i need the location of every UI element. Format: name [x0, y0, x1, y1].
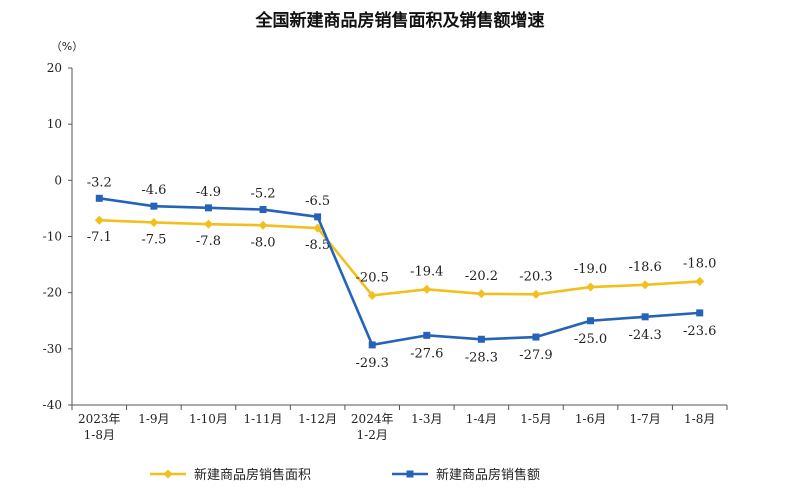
data-label: -29.3: [356, 356, 389, 371]
data-point: [149, 217, 159, 227]
data-point: [477, 335, 485, 343]
data-label: -7.5: [141, 232, 166, 247]
data-point: [203, 219, 213, 229]
data-point: [95, 194, 103, 202]
data-point: [204, 204, 212, 212]
data-point: [640, 280, 650, 290]
data-point: [423, 331, 431, 339]
x-tick-label: 1-10月: [189, 412, 228, 426]
data-point: [313, 223, 323, 233]
x-tick-label: 2023年: [78, 412, 121, 426]
data-label: -19.0: [574, 262, 607, 277]
data-label: -27.6: [410, 346, 443, 361]
data-label: -5.2: [251, 187, 276, 202]
y-tick-label: -20: [43, 286, 62, 300]
data-point: [695, 276, 705, 286]
data-label: -18.6: [628, 260, 661, 275]
x-tick-label: 1-2月: [357, 428, 388, 442]
data-label: -20.5: [356, 270, 389, 285]
x-tick-label: 1-11月: [244, 412, 283, 426]
data-point: [641, 313, 649, 321]
chart-title: 全国新建商品房销售面积及销售额增速: [255, 11, 545, 31]
data-point: [532, 333, 540, 341]
data-label: -8.5: [305, 238, 330, 253]
data-label: -19.4: [410, 264, 443, 279]
data-point: [94, 215, 104, 225]
data-point: [314, 213, 322, 221]
data-label: -20.2: [465, 269, 498, 284]
x-tick-label: 1-3月: [411, 412, 442, 426]
y-tick-label: 0: [54, 173, 62, 187]
x-tick-label: 1-4月: [466, 412, 497, 426]
series-line: [99, 218, 700, 297]
y-tick-label: 20: [47, 61, 62, 75]
data-label: -8.0: [251, 235, 276, 250]
legend-label: 新建商品房销售额: [436, 467, 540, 483]
y-tick-label: -10: [43, 230, 62, 244]
data-label: -4.9: [196, 185, 221, 200]
data-label: -28.3: [465, 350, 498, 365]
x-tick-label: 1-6月: [575, 412, 606, 426]
data-point: [587, 317, 595, 325]
data-label: -3.2: [87, 175, 112, 190]
data-label: -27.9: [519, 348, 552, 363]
data-point: [531, 289, 541, 299]
data-label: -6.5: [305, 194, 330, 209]
data-label: -4.6: [141, 183, 166, 198]
y-tick-label: -40: [43, 398, 62, 412]
data-point: [259, 206, 267, 214]
data-label: -7.1: [87, 230, 112, 245]
x-tick-label: 1-7月: [629, 412, 660, 426]
data-label: -24.3: [628, 328, 661, 343]
y-tick-label: -30: [43, 342, 62, 356]
data-point: [258, 220, 268, 230]
data-label: -23.6: [683, 324, 716, 339]
x-tick-label: 1-8月: [684, 412, 715, 426]
legend-swatch-marker: [406, 470, 414, 478]
data-point: [476, 289, 486, 299]
y-tick-label: 10: [47, 117, 62, 131]
data-point: [150, 202, 158, 210]
data-point: [696, 309, 704, 317]
data-label: -18.0: [683, 256, 716, 271]
data-point: [422, 284, 432, 294]
legend-label: 新建商品房销售面积: [194, 467, 311, 483]
y-unit-label: （%）: [51, 40, 83, 53]
legend-swatch-marker: [163, 469, 173, 479]
data-label: -25.0: [574, 332, 607, 347]
x-tick-label: 1-5月: [520, 412, 551, 426]
data-point: [367, 290, 377, 300]
x-tick-label: 1-8月: [84, 428, 115, 442]
data-point: [586, 282, 596, 292]
x-tick-label: 2024年: [351, 412, 394, 426]
x-tick-label: 1-12月: [298, 412, 337, 426]
x-tick-label: 1-9月: [138, 412, 169, 426]
series-line: [99, 197, 700, 347]
data-point: [368, 341, 376, 349]
data-label: -7.8: [196, 234, 221, 249]
data-label: -20.3: [519, 269, 552, 284]
